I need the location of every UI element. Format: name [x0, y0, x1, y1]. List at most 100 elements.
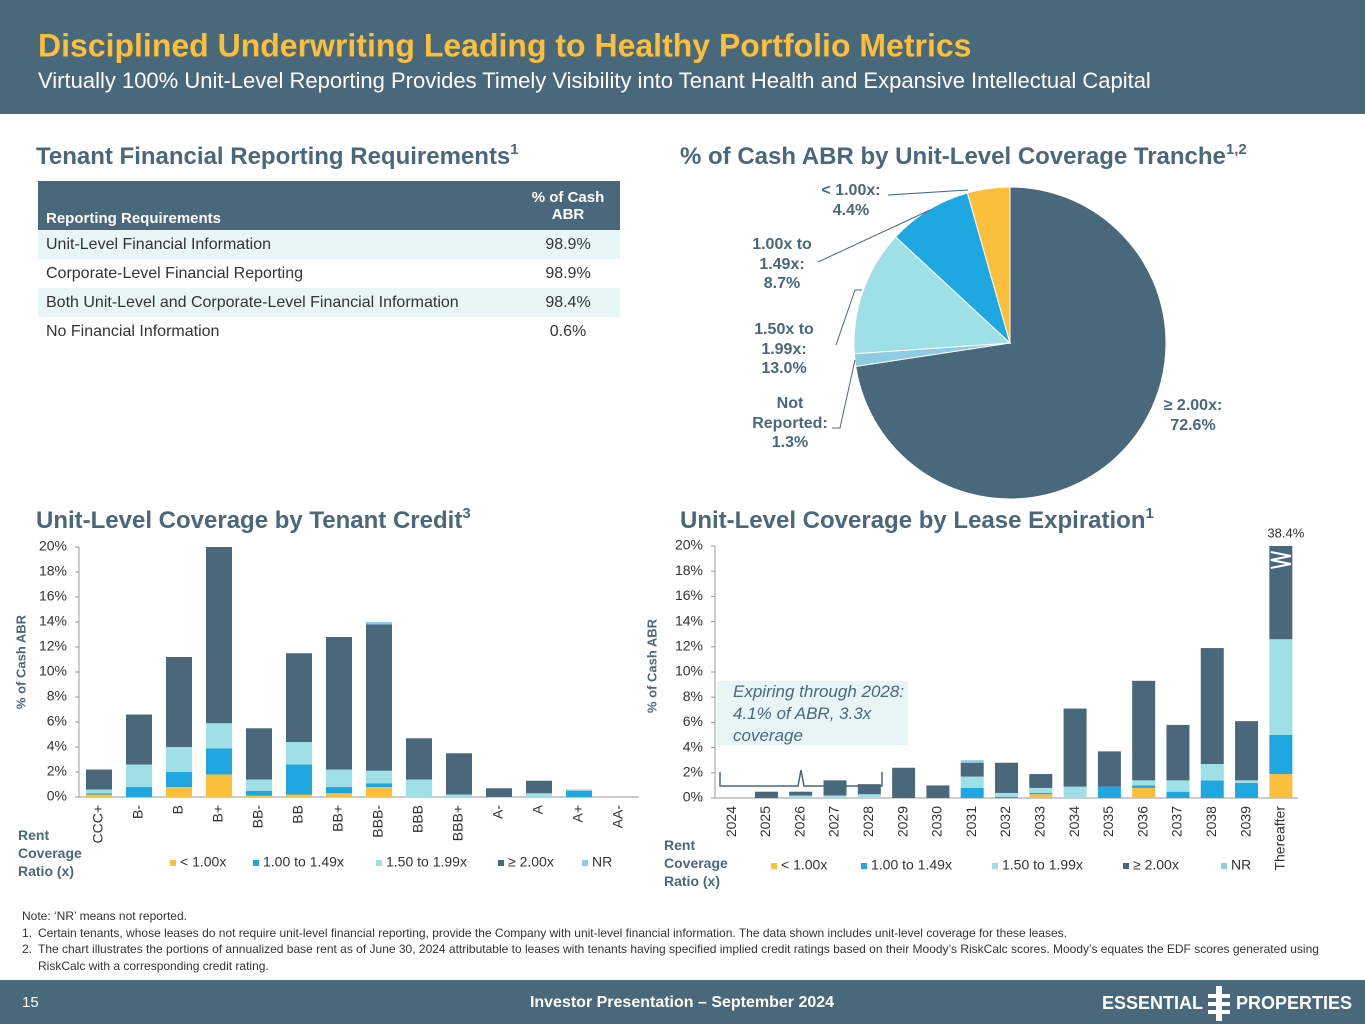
logo-right: PROPERTIES — [1236, 993, 1352, 1013]
bars — [754, 546, 1293, 798]
y-axis-label: % of Cash ABR — [644, 618, 659, 713]
pie-value: 8.7% — [763, 275, 801, 292]
x-tick-label: BB+ — [330, 805, 346, 832]
footer-text: Investor Presentation – September 2024 — [530, 994, 834, 1011]
title-sup: 1,2 — [1226, 141, 1247, 158]
x-tick-label: Thereafter — [1272, 806, 1288, 871]
bar-segment — [286, 653, 312, 742]
bar-segment — [246, 779, 272, 791]
bar-segment — [1132, 780, 1156, 786]
legend-swatch — [1221, 863, 1227, 869]
bar-segment — [1063, 708, 1087, 787]
bar-segment — [823, 795, 847, 798]
x-tick-label: 2030 — [929, 806, 945, 837]
bar-segment — [366, 624, 392, 771]
bar-segment — [206, 723, 232, 749]
legend-label: 1.00 to 1.49x — [263, 854, 344, 870]
bar-segment — [1235, 721, 1259, 781]
callout-text: Expiring through 2028: 4.1% of ABR, 3.3x… — [733, 682, 905, 745]
bar-segment — [526, 780, 552, 794]
logo-icon — [1208, 986, 1230, 1021]
slide-subtitle: Virtually 100% Unit-Level Reporting Prov… — [38, 68, 1151, 93]
bar-segment — [1029, 774, 1053, 788]
y-tick-label: 20% — [39, 538, 67, 554]
y-tick-label: 16% — [675, 587, 703, 603]
bar-segment — [789, 791, 813, 796]
bar-segment — [166, 747, 192, 772]
bar-segment — [526, 793, 552, 797]
x-tick-label: 2027 — [826, 806, 842, 837]
bar-segment — [326, 637, 352, 770]
bar-segment — [823, 780, 847, 796]
legend-label: ≥ 2.00x — [1133, 857, 1179, 873]
axis-break — [1270, 551, 1292, 569]
legend-label: < 1.00x — [180, 854, 226, 870]
header-band — [0, 0, 1365, 114]
bar-segment — [286, 764, 312, 795]
bar-segment — [995, 762, 1018, 793]
legend-swatch — [992, 863, 998, 869]
x-tick-label: 2035 — [1100, 806, 1116, 837]
table-cell: 98.4% — [545, 293, 591, 311]
y-tick-label: 10% — [675, 663, 703, 679]
bar-segment — [995, 796, 1018, 798]
table-cell: 98.9% — [545, 264, 591, 282]
title-sup: 1 — [1145, 505, 1153, 522]
title-text: Unit-Level Coverage by Lease Expiration — [680, 507, 1145, 534]
bar-segment — [366, 783, 392, 787]
bar-segment — [446, 794, 472, 797]
table-cell: Unit-Level Financial Information — [46, 235, 271, 253]
x-tick-label: BBB — [410, 805, 426, 833]
x-tick-label: 2028 — [860, 806, 876, 837]
bar-segment — [1166, 780, 1190, 792]
header-cell: Reporting Requirements — [46, 210, 222, 227]
pie-category: 1.50x to 1.99x: — [754, 321, 814, 358]
page-number: 15 — [22, 994, 39, 1011]
bar-segment — [246, 790, 272, 796]
chart-title: Unit-Level Coverage by Tenant Credit3 — [36, 505, 471, 534]
y-tick-label: 10% — [39, 663, 67, 679]
bar-segment — [1166, 791, 1190, 798]
bar-segment — [366, 622, 392, 625]
leader-line — [817, 209, 931, 263]
bar-segment — [1269, 639, 1293, 735]
bar-segment — [995, 792, 1018, 797]
y-tick-label: 20% — [675, 537, 703, 553]
x-tick-label: 2029 — [894, 806, 910, 837]
x-tick-label: 2026 — [791, 806, 807, 837]
bar-segment — [1269, 735, 1293, 775]
note-intro: Note: ‘NR’ means not reported. — [22, 909, 187, 923]
title-sup: 3 — [462, 505, 470, 522]
legend-label: 1.00 to 1.49x — [871, 857, 952, 873]
legend-swatch — [376, 860, 382, 866]
pie-category: ≥ 2.00x: — [1163, 397, 1223, 414]
x-tick-label: 2031 — [963, 806, 979, 837]
y-tick-label: 0% — [47, 788, 67, 804]
bar-segment — [857, 794, 881, 798]
bar-segment — [960, 776, 984, 788]
bar-segment — [126, 764, 152, 787]
legend-swatch — [771, 863, 777, 869]
bar-segment — [166, 657, 192, 747]
x-tick-label: BB- — [250, 805, 266, 829]
title-text: Tenant Financial Reporting Requirements — [36, 143, 510, 170]
pie-value: 13.0% — [761, 360, 807, 377]
bar-segment — [960, 787, 984, 798]
bar-segment — [366, 787, 392, 797]
section-title: Tenant Financial Reporting Requirements1 — [36, 141, 519, 170]
bar-segment — [1235, 782, 1259, 798]
leader-line — [832, 359, 856, 429]
bar-segment — [86, 789, 112, 794]
y-tick-label: 12% — [675, 638, 703, 654]
bar-segment — [246, 728, 272, 780]
x-tick-label: 2036 — [1134, 806, 1150, 837]
x-tick-label: 2025 — [757, 806, 773, 837]
x-tick-label: BB — [290, 805, 306, 824]
bar-segment — [1132, 680, 1156, 781]
legend-swatch — [253, 860, 259, 866]
table-cell: Corporate-Level Financial Reporting — [46, 264, 304, 282]
table-row: Both Unit-Level and Corporate-Level Fina… — [38, 288, 620, 317]
logo-left: ESSENTIAL — [1102, 993, 1203, 1013]
